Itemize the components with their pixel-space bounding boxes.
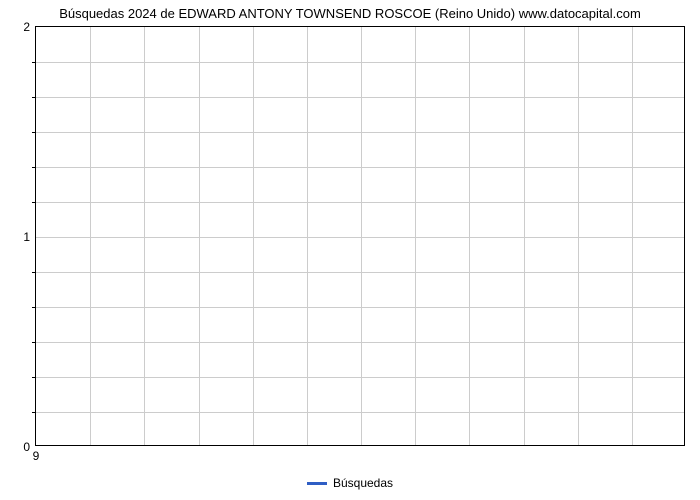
gridline-horizontal <box>36 412 684 413</box>
x-tick-label: 9 <box>33 449 40 463</box>
gridline-horizontal <box>36 272 684 273</box>
gridline-vertical <box>199 27 200 445</box>
y-minor-tick <box>32 272 36 273</box>
gridline-horizontal <box>36 202 684 203</box>
gridline-vertical <box>632 27 633 445</box>
gridline-vertical <box>578 27 579 445</box>
y-minor-tick <box>32 132 36 133</box>
gridline-vertical <box>253 27 254 445</box>
y-tick-label: 1 <box>23 230 30 244</box>
y-minor-tick <box>32 377 36 378</box>
chart-title: Búsquedas 2024 de EDWARD ANTONY TOWNSEND… <box>0 6 700 21</box>
y-minor-tick <box>32 342 36 343</box>
gridline-vertical <box>469 27 470 445</box>
y-minor-tick <box>32 202 36 203</box>
legend-swatch <box>307 482 327 485</box>
y-tick-label: 0 <box>23 440 30 454</box>
gridline-vertical <box>144 27 145 445</box>
legend-label: Búsquedas <box>333 476 393 490</box>
gridline-horizontal <box>36 342 684 343</box>
y-minor-tick <box>32 167 36 168</box>
gridline-vertical <box>90 27 91 445</box>
plot-area: 0129 <box>35 26 685 446</box>
gridline-vertical <box>524 27 525 445</box>
gridline-horizontal <box>36 167 684 168</box>
y-minor-tick <box>32 97 36 98</box>
legend: Búsquedas <box>0 476 700 490</box>
gridline-vertical <box>361 27 362 445</box>
y-minor-tick <box>32 412 36 413</box>
gridline-vertical <box>415 27 416 445</box>
gridline-horizontal <box>36 97 684 98</box>
gridline-horizontal <box>36 237 684 238</box>
y-minor-tick <box>32 307 36 308</box>
gridline-horizontal <box>36 132 684 133</box>
gridline-horizontal <box>36 307 684 308</box>
gridline-horizontal <box>36 377 684 378</box>
gridline-vertical <box>307 27 308 445</box>
y-minor-tick <box>32 62 36 63</box>
gridline-horizontal <box>36 62 684 63</box>
y-tick-label: 2 <box>23 20 30 34</box>
